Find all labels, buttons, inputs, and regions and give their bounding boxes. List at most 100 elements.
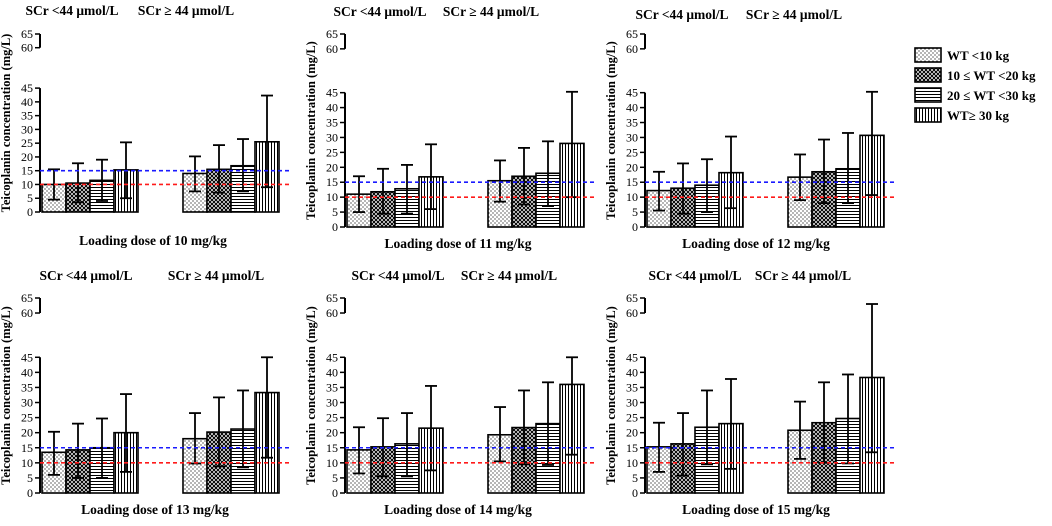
- y-tick-label: 0: [27, 486, 33, 500]
- y-tick-label: 5: [27, 191, 33, 205]
- group-label: SCr <44 μmol/L: [648, 268, 741, 283]
- group-label: SCr ≥ 44 μmol/L: [138, 3, 234, 18]
- y-tick-label: 45: [21, 81, 33, 95]
- y-tick-label: 25: [21, 136, 33, 150]
- y-tick-label: 10: [626, 456, 638, 470]
- y-axis-label: Teicoplanin concentration (mg/L): [0, 34, 13, 213]
- y-tick-label: 15: [626, 441, 638, 455]
- group-label: SCr <44 μmol/L: [39, 268, 132, 283]
- group-label: SCr ≥ 44 μmol/L: [461, 268, 557, 283]
- y-tick-label: 60: [326, 42, 338, 56]
- y-tick-label: 30: [21, 122, 33, 136]
- y-tick-label: 40: [626, 365, 638, 379]
- y-tick-label: 35: [326, 116, 338, 130]
- y-tick-label: 25: [21, 411, 33, 425]
- y-tick-label: 10: [21, 456, 33, 470]
- y-tick-label: 15: [326, 441, 338, 455]
- y-tick-label: 45: [626, 350, 638, 364]
- legend-label: 10 ≤ WT <20 kg: [947, 68, 1036, 83]
- y-tick-label: 65: [326, 27, 338, 41]
- y-tick-label: 10: [326, 456, 338, 470]
- y-axis-label: Teicoplanin concentration (mg/L): [304, 306, 318, 485]
- group-label: SCr <44 μmol/L: [333, 4, 426, 19]
- legend-swatch: [914, 47, 942, 63]
- y-tick-label: 45: [326, 86, 338, 100]
- y-tick-label: 15: [626, 175, 638, 189]
- legend-swatch: [914, 67, 942, 83]
- y-tick-label: 35: [21, 109, 33, 123]
- group-label: SCr ≥ 44 μmol/L: [755, 268, 851, 283]
- group-label: SCr ≥ 44 μmol/L: [746, 7, 842, 22]
- y-tick-label: 10: [326, 190, 338, 204]
- y-tick-label: 10: [626, 190, 638, 204]
- y-tick-label: 40: [21, 95, 33, 109]
- y-tick-label: 20: [21, 426, 33, 440]
- y-tick-label: 45: [21, 350, 33, 364]
- y-tick-label: 65: [21, 27, 33, 41]
- y-tick-label: 45: [326, 350, 338, 364]
- y-tick-label: 60: [21, 41, 33, 55]
- y-tick-label: 5: [332, 471, 338, 485]
- y-tick-label: 0: [632, 486, 638, 500]
- y-tick-label: 30: [626, 396, 638, 410]
- y-tick-label: 0: [332, 486, 338, 500]
- group-label: SCr <44 μmol/L: [351, 268, 444, 283]
- y-tick-label: 15: [326, 175, 338, 189]
- y-tick-label: 30: [21, 396, 33, 410]
- y-tick-label: 60: [626, 42, 638, 56]
- y-tick-label: 60: [626, 306, 638, 320]
- y-tick-label: 65: [326, 291, 338, 305]
- group-label: SCr ≥ 44 μmol/L: [443, 4, 539, 19]
- y-tick-label: 40: [626, 101, 638, 115]
- y-tick-label: 20: [626, 426, 638, 440]
- y-tick-label: 65: [21, 291, 33, 305]
- legend-label: WT≥ 30 kg: [947, 108, 1010, 123]
- y-tick-label: 40: [326, 365, 338, 379]
- x-axis-label: Loading dose of 11 mg/kg: [384, 236, 531, 251]
- y-axis-label: Teicoplanin concentration (mg/L): [604, 306, 618, 485]
- y-tick-label: 20: [326, 426, 338, 440]
- y-tick-label: 5: [632, 471, 638, 485]
- x-axis-label: Loading dose of 14 mg/kg: [384, 502, 532, 517]
- y-tick-label: 5: [27, 471, 33, 485]
- legend-swatch: [914, 107, 942, 123]
- group-label: SCr <44 μmol/L: [25, 3, 118, 18]
- y-tick-label: 25: [326, 411, 338, 425]
- y-tick-label: 35: [626, 116, 638, 130]
- y-tick-label: 35: [21, 380, 33, 394]
- y-tick-label: 40: [21, 365, 33, 379]
- y-tick-label: 65: [626, 291, 638, 305]
- y-tick-label: 25: [626, 411, 638, 425]
- y-tick-label: 5: [332, 205, 338, 219]
- y-tick-label: 15: [21, 164, 33, 178]
- y-tick-label: 25: [326, 145, 338, 159]
- y-tick-label: 35: [626, 380, 638, 394]
- y-tick-label: 35: [326, 380, 338, 394]
- y-tick-label: 0: [27, 205, 33, 219]
- legend-swatch: [914, 87, 942, 103]
- y-tick-label: 20: [326, 160, 338, 174]
- y-tick-label: 30: [326, 130, 338, 144]
- y-tick-label: 10: [21, 177, 33, 191]
- y-axis-label: Teicoplanin concentration (mg/L): [604, 41, 618, 220]
- x-axis-label: Loading dose of 15 mg/kg: [682, 502, 830, 517]
- y-tick-label: 20: [21, 150, 33, 164]
- y-tick-label: 5: [632, 205, 638, 219]
- y-tick-label: 30: [326, 396, 338, 410]
- y-tick-label: 45: [626, 86, 638, 100]
- y-tick-label: 40: [326, 101, 338, 115]
- y-tick-label: 0: [332, 220, 338, 234]
- y-axis-label: Teicoplanin concentration (mg/L): [0, 306, 13, 485]
- group-label: SCr ≥ 44 μmol/L: [168, 268, 264, 283]
- y-tick-label: 60: [21, 306, 33, 320]
- y-tick-label: 20: [626, 160, 638, 174]
- group-label: SCr <44 μmol/L: [635, 7, 728, 22]
- y-tick-label: 30: [626, 130, 638, 144]
